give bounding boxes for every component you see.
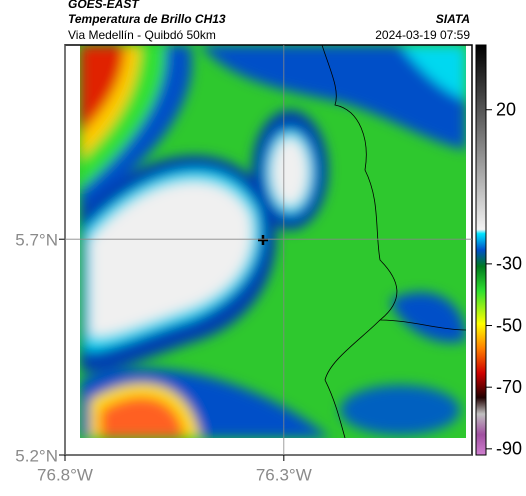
lon-label: 76.3°W — [256, 465, 312, 484]
timestamp: 2024-03-19 07:59 — [375, 28, 470, 42]
colorbar-label: -70 — [496, 377, 522, 397]
colorbar-label: -30 — [496, 254, 522, 274]
colorbar-label: -50 — [496, 315, 522, 335]
colorbar-label: -90 — [496, 439, 522, 459]
region: Via Medellín - Quibdó 50km — [68, 28, 216, 42]
product: Temperatura de Brillo CH13 — [68, 12, 226, 26]
location-marker — [258, 235, 268, 245]
colorbar — [475, 44, 487, 456]
colorbar-label: 20 — [496, 99, 516, 119]
lon-label: 76.8°W — [37, 465, 93, 484]
lat-label: 5.2°N — [15, 446, 58, 465]
satellite: GOES-EAST — [68, 0, 140, 11]
satellite-image — [80, 45, 466, 438]
lat-label: 5.7°N — [15, 231, 58, 250]
source: SIATA — [436, 12, 470, 26]
